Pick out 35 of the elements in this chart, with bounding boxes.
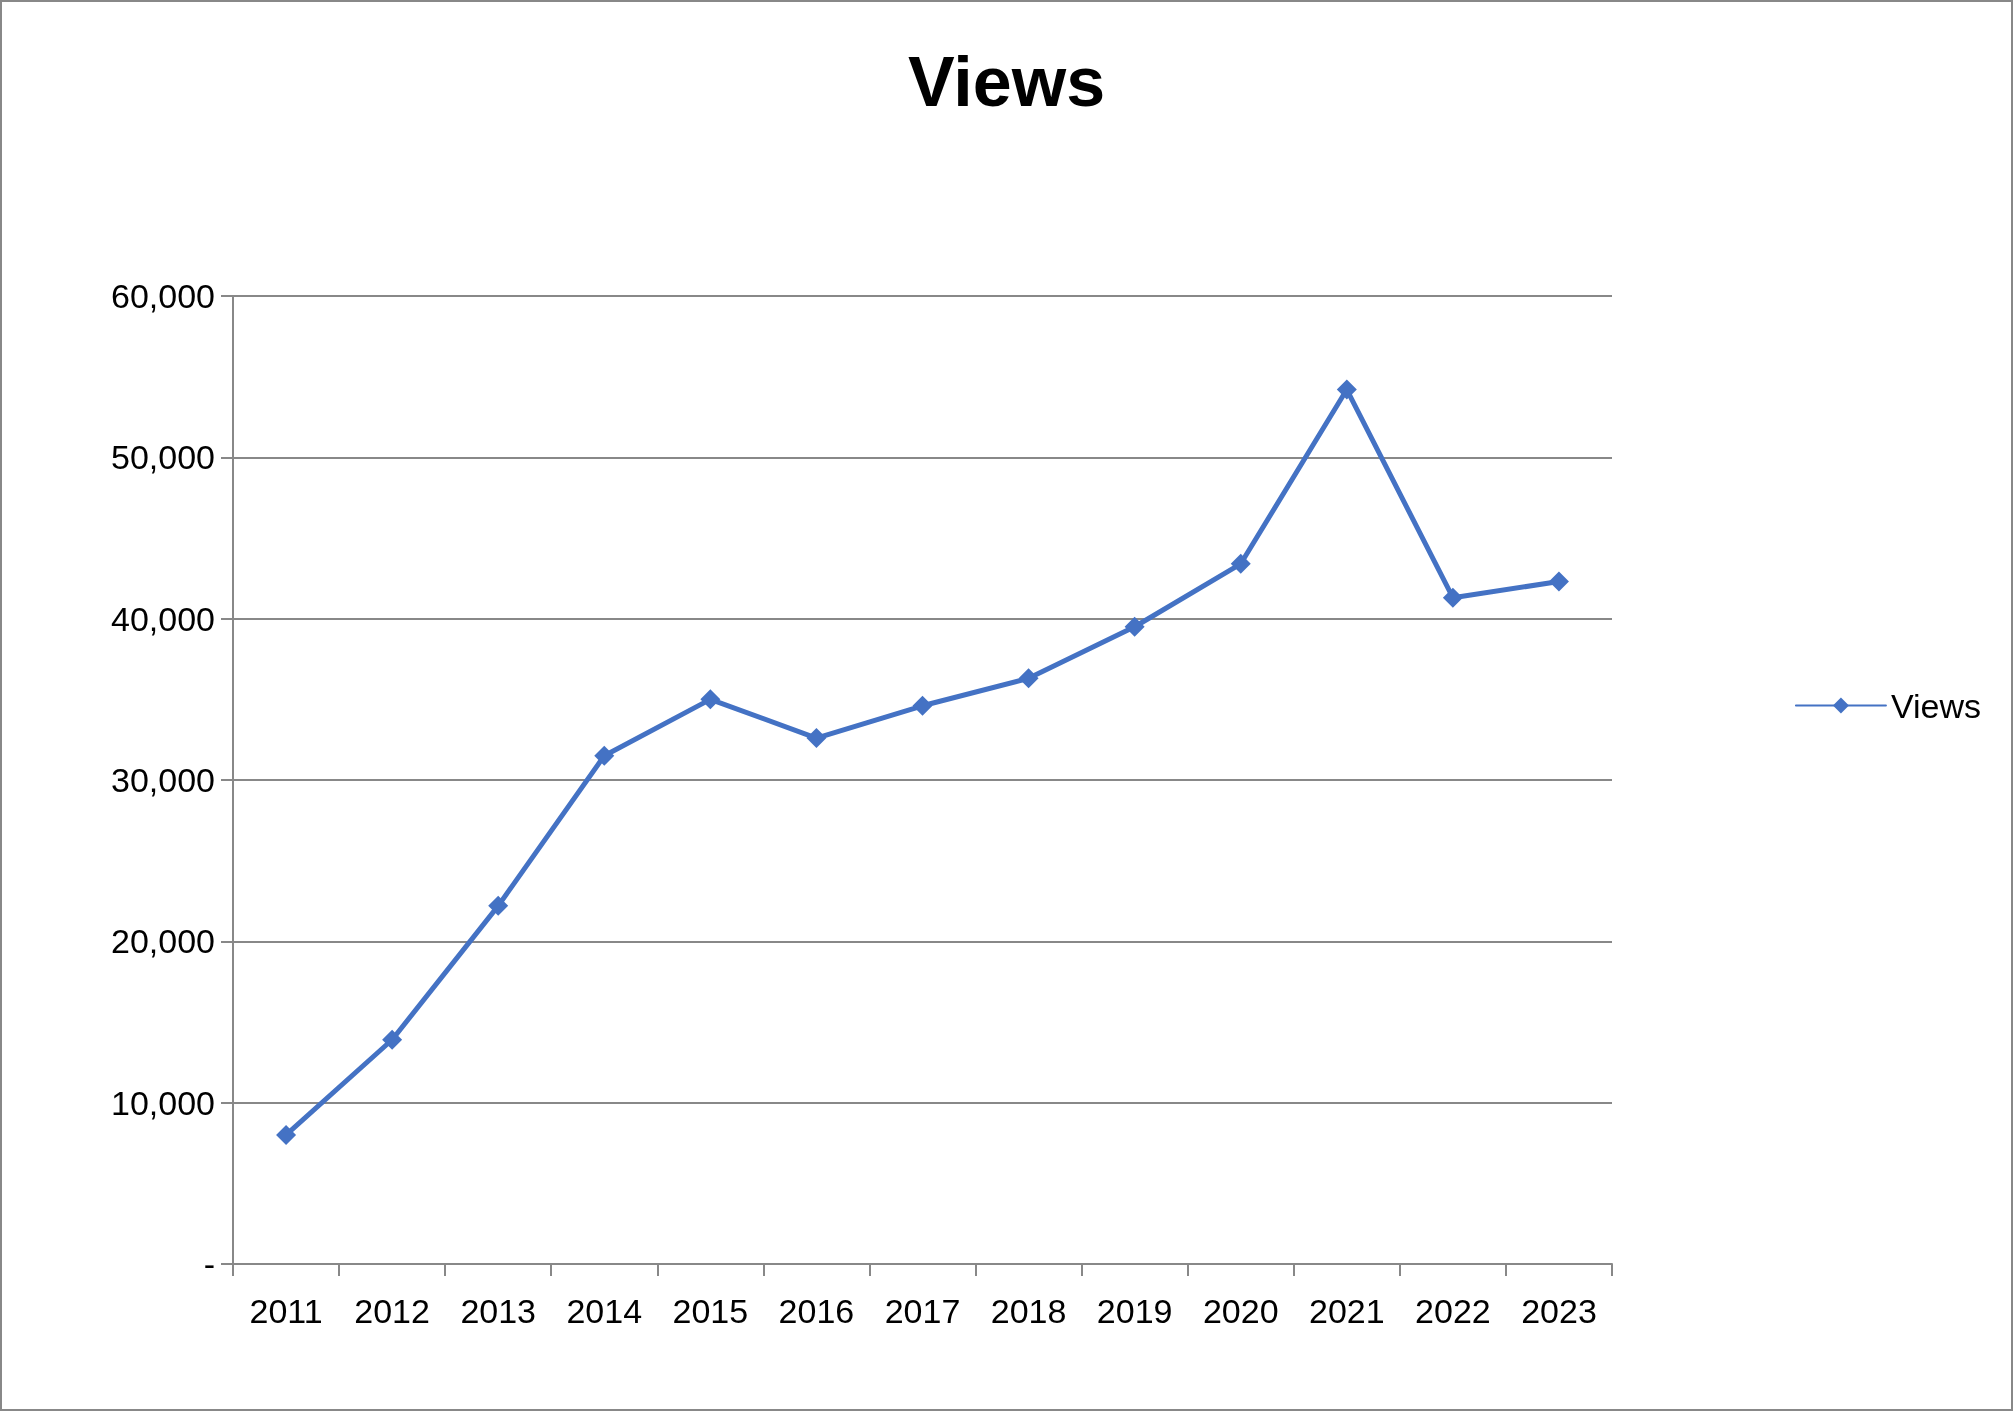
point	[700, 689, 721, 710]
x-tick-label: 2017	[884, 1292, 961, 1330]
x-tick-label: 2023	[1521, 1292, 1597, 1330]
point	[594, 745, 615, 766]
x-tick-label: 2020	[1202, 1292, 1279, 1330]
y-tick-label: 50,000	[111, 438, 215, 477]
point	[276, 1124, 297, 1145]
x-tick-label: 2015	[672, 1292, 749, 1330]
point	[1018, 668, 1039, 689]
x-tick-label: 2022	[1415, 1292, 1491, 1330]
x-tick-label: 2013	[460, 1292, 537, 1330]
y-tick-label: -	[203, 1245, 215, 1283]
x-tick-label: 2011	[249, 1292, 323, 1330]
x-tick-label: 2018	[990, 1292, 1067, 1330]
y-tick-label: 10,000	[111, 1083, 215, 1122]
chart-title: Views	[907, 43, 1106, 121]
y-tick-label: 60,000	[111, 277, 215, 315]
y-tick-label: 20,000	[111, 922, 215, 961]
x-tick-label: 2016	[778, 1292, 855, 1330]
point	[1230, 553, 1251, 574]
point	[1442, 587, 1463, 608]
point	[912, 695, 933, 716]
point	[806, 728, 827, 749]
x-tick-label: 2021	[1308, 1292, 1385, 1330]
x-tick-label: 2012	[354, 1292, 430, 1330]
point	[488, 895, 509, 916]
y-tick-label: 40,000	[111, 599, 215, 638]
point	[382, 1029, 403, 1050]
x-tick-label: 2019	[1096, 1292, 1173, 1330]
point	[1336, 379, 1357, 400]
legend-label: Views	[1890, 686, 1982, 725]
x-tick-label: 2014	[566, 1292, 643, 1330]
point	[1124, 616, 1145, 637]
y-tick-label: 30,000	[111, 761, 215, 799]
point	[1548, 571, 1569, 592]
